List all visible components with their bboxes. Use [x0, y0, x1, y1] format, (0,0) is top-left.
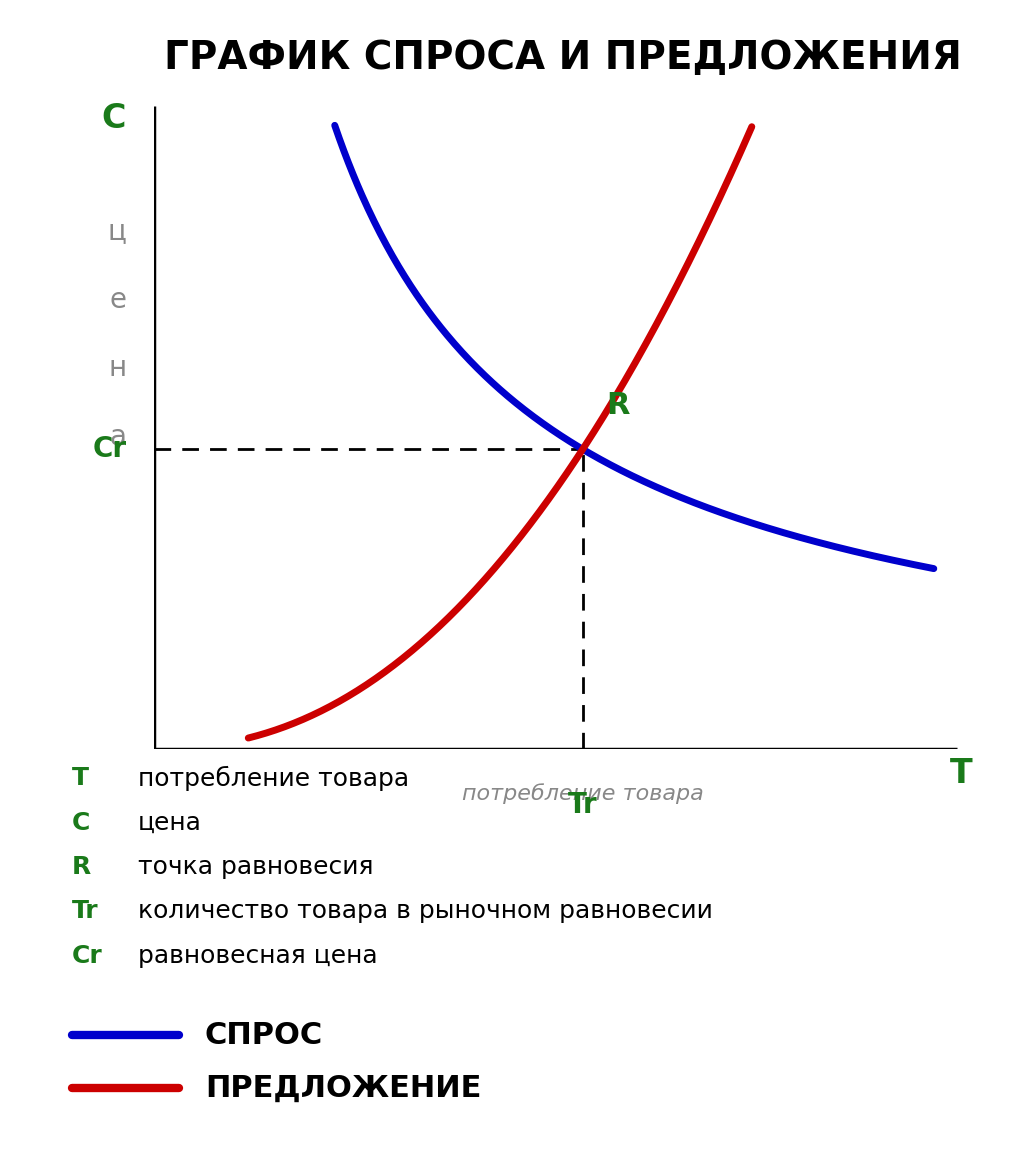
Text: е: е — [110, 285, 126, 314]
Text: а: а — [110, 422, 126, 450]
Text: Cr: Cr — [72, 944, 102, 968]
Text: ц: ц — [108, 216, 126, 245]
Title: ГРАФИК СПРОСА И ПРЕДЛОЖЕНИЯ: ГРАФИК СПРОСА И ПРЕДЛОЖЕНИЯ — [164, 39, 963, 76]
Text: T: T — [72, 766, 89, 790]
Text: R: R — [72, 855, 91, 879]
Text: Cr: Cr — [92, 435, 126, 463]
Text: T: T — [950, 757, 973, 790]
Text: равновесная цена: равновесная цена — [138, 944, 378, 968]
Text: С: С — [101, 102, 126, 135]
Text: С: С — [72, 811, 90, 834]
Text: потребление товара: потребление товара — [138, 765, 410, 791]
Text: R: R — [606, 391, 630, 420]
Text: потребление товара: потребление товара — [462, 783, 703, 804]
Text: ПРЕДЛОЖЕНИЕ: ПРЕДЛОЖЕНИЕ — [205, 1074, 481, 1102]
Text: точка равновесия: точка равновесия — [138, 855, 374, 879]
Text: количество товара в рыночном равновесии: количество товара в рыночном равновесии — [138, 900, 713, 923]
Text: Tr: Tr — [568, 791, 598, 819]
Text: н: н — [109, 355, 126, 383]
Text: СПРОС: СПРОС — [205, 1021, 323, 1049]
Text: цена: цена — [138, 811, 202, 834]
Text: Tr: Tr — [72, 900, 98, 923]
